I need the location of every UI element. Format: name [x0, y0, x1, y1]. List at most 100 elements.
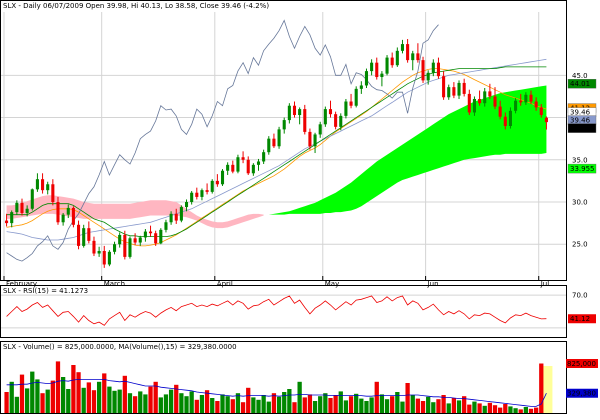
month-label: Jun — [427, 280, 439, 288]
candle-body — [508, 110, 512, 126]
volume-bar — [498, 407, 503, 413]
volume-bar — [81, 387, 86, 413]
candle — [30, 188, 34, 211]
volume-ma-series — [6, 379, 547, 407]
candle — [236, 154, 240, 174]
volume-bar — [199, 395, 205, 413]
volume-bar — [436, 399, 441, 413]
volume-bar — [390, 396, 395, 413]
candle-body — [416, 53, 420, 61]
candle — [143, 229, 147, 242]
volume-bar — [477, 403, 482, 413]
volume-bar — [364, 401, 369, 413]
volume-bar — [153, 381, 158, 413]
candle — [46, 181, 50, 195]
volume-bar — [379, 394, 385, 413]
volume-bar — [35, 379, 40, 413]
candle-body — [498, 106, 502, 117]
volume-bar — [410, 395, 415, 413]
candle — [452, 82, 456, 99]
candle-body — [370, 62, 374, 72]
candle — [113, 241, 117, 255]
candle — [519, 93, 523, 106]
candle-body — [30, 189, 34, 209]
candle — [133, 233, 137, 246]
candle-body — [514, 100, 518, 111]
volume-bar — [220, 394, 225, 413]
volume-bar — [523, 407, 529, 413]
volume-bar — [117, 389, 122, 413]
volume-bar — [102, 373, 107, 413]
candle — [447, 84, 451, 100]
candle — [10, 210, 14, 228]
candle — [262, 149, 266, 164]
candle — [406, 39, 410, 63]
volume-bar — [96, 381, 102, 413]
candle-body — [148, 231, 153, 234]
candle — [267, 136, 271, 155]
candle-body — [431, 62, 435, 73]
volume-bar — [287, 389, 292, 413]
volume-bar — [194, 399, 199, 413]
candle — [164, 219, 168, 233]
candle-body — [472, 98, 476, 113]
candle-body — [488, 91, 492, 97]
candle-body — [128, 238, 132, 257]
volume-bar — [420, 401, 426, 413]
price-tick-label: 35.0 — [572, 156, 588, 164]
rsi-tag-label: 41.12 — [570, 315, 590, 323]
candle — [375, 57, 379, 80]
candle — [231, 160, 235, 174]
candle — [354, 86, 358, 108]
candle — [349, 93, 353, 109]
candle-body — [77, 224, 81, 246]
price-tag: 39.46 — [567, 123, 597, 133]
candle — [87, 221, 91, 244]
line-kijun — [6, 66, 547, 237]
price-title: SLX - Daily 06/07/2009 Open 39.98, Hi 40… — [3, 2, 269, 10]
candle-body — [436, 62, 440, 77]
candle-body — [406, 44, 410, 61]
rsi-axis-ticks: 70.0 — [572, 292, 588, 300]
candle — [370, 59, 374, 76]
volume-bar — [415, 398, 421, 413]
candle-body — [380, 73, 384, 78]
volume-bar — [333, 395, 338, 413]
volume-bar — [127, 393, 133, 413]
volume-bar — [518, 409, 523, 413]
volume-bar — [359, 398, 364, 413]
volume-bar — [143, 394, 148, 413]
rsi-value-tag: 41.12 — [568, 314, 596, 324]
candle-body — [15, 202, 19, 213]
volume-bar — [482, 405, 487, 413]
candle-body — [462, 82, 466, 94]
candle-body — [267, 138, 271, 153]
candle-body — [426, 72, 430, 81]
candle-body — [138, 237, 142, 243]
price-tag: 33.955 — [567, 163, 597, 174]
volume-bar — [508, 406, 513, 413]
candle — [61, 212, 65, 226]
candle — [20, 198, 24, 216]
candle — [92, 236, 96, 257]
candle-body — [519, 100, 523, 103]
month-label: March — [104, 280, 125, 288]
volume-bar — [503, 404, 508, 413]
price-tick-label: 45.0 — [572, 72, 588, 80]
candle — [123, 230, 127, 260]
candle — [215, 174, 219, 187]
candle — [226, 162, 230, 175]
volume-bar — [446, 403, 451, 413]
candle — [298, 107, 302, 125]
volume-bar — [132, 396, 138, 413]
candle-body — [442, 76, 446, 98]
volume-bar — [184, 396, 189, 413]
candle — [344, 98, 348, 119]
candle-body — [493, 96, 497, 107]
candle-body — [46, 184, 50, 191]
rsi-series — [6, 295, 547, 326]
candle — [483, 88, 487, 107]
candle — [56, 196, 60, 225]
volume-bar — [384, 399, 390, 413]
